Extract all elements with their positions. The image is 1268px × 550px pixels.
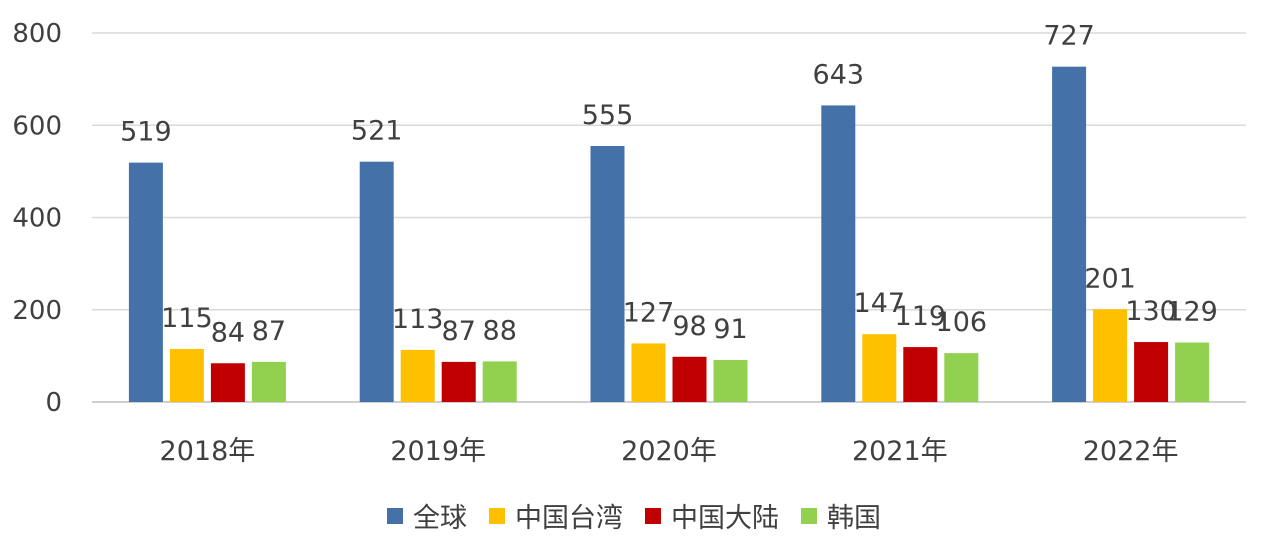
x-category-label: 2018年 (160, 436, 256, 467)
bar (1175, 342, 1210, 402)
bar (713, 360, 748, 402)
data-label: 87 (442, 316, 476, 347)
bar (590, 146, 625, 402)
data-label: 115 (161, 303, 213, 334)
bar (128, 162, 163, 402)
bar (672, 356, 707, 402)
legend-item: 全球 (387, 503, 467, 534)
data-label: 129 (1166, 296, 1218, 327)
data-label: 88 (483, 315, 517, 346)
y-tick-label: 600 (12, 111, 62, 141)
legend-swatch (801, 508, 817, 524)
data-label: 130 (1125, 296, 1177, 327)
data-label: 127 (623, 297, 675, 328)
x-category-label: 2019年 (390, 436, 486, 467)
data-label: 87 (252, 316, 286, 347)
y-tick-label: 0 (45, 388, 62, 418)
bar (1052, 66, 1087, 402)
x-category-label: 2022年 (1083, 436, 1179, 467)
y-tick-label: 800 (12, 19, 62, 49)
x-category-label: 2020年 (621, 436, 717, 467)
legend-label: 韩国 (827, 503, 881, 534)
data-label: 555 (582, 100, 634, 131)
bar (1134, 342, 1169, 402)
data-label: 119 (895, 301, 947, 332)
data-label: 91 (713, 314, 747, 345)
bar (251, 361, 286, 402)
bar (441, 361, 476, 402)
legend-item: 韩国 (801, 503, 881, 534)
data-label: 519 (120, 117, 172, 148)
legend-swatch (645, 508, 661, 524)
legend: 全球 中国台湾 中国大陆 韩国 (387, 503, 881, 534)
x-axis-categories: 2018年 2019年 2020年 2021年 2022年 (160, 436, 1179, 467)
legend-label: 中国台湾 (515, 503, 623, 534)
legend-item: 中国台湾 (489, 503, 623, 534)
data-label: 643 (813, 59, 865, 90)
data-label: 113 (392, 304, 444, 335)
bar (903, 347, 938, 402)
legend-swatch (387, 508, 403, 524)
bar (862, 334, 897, 402)
bar (400, 349, 435, 402)
legend-item: 中国大陆 (645, 503, 779, 534)
data-label: 98 (672, 311, 706, 342)
bar (1093, 309, 1128, 402)
legend-label: 中国大陆 (671, 503, 779, 534)
bar (210, 363, 245, 402)
data-label: 201 (1084, 263, 1136, 294)
data-label: 84 (211, 317, 245, 348)
data-label: 147 (854, 288, 906, 319)
data-label: 106 (936, 307, 988, 338)
y-axis-ticks: 0 200 400 600 800 (12, 19, 62, 418)
data-label: 521 (351, 116, 403, 147)
bars (128, 66, 1210, 402)
bar (482, 361, 517, 402)
bar (944, 353, 979, 402)
bar (821, 105, 856, 402)
data-label: 727 (1043, 21, 1095, 52)
bar (169, 348, 204, 402)
y-tick-label: 200 (12, 296, 62, 326)
bar (359, 161, 394, 402)
x-category-label: 2021年 (852, 436, 948, 467)
bar (631, 343, 666, 402)
legend-label: 全球 (413, 503, 467, 534)
y-tick-label: 400 (12, 204, 62, 234)
legend-swatch (489, 508, 505, 524)
